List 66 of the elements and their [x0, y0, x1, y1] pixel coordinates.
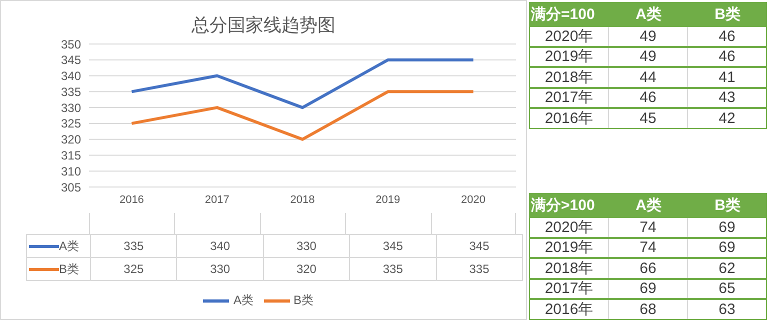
y-tick-label: 320	[60, 132, 82, 147]
y-tick-label: 315	[60, 148, 82, 162]
data-label: 45	[609, 109, 688, 128]
data-label: 41	[718, 68, 736, 86]
data-label: 340	[176, 234, 264, 258]
x-tick-label: B类	[714, 196, 742, 216]
chart-title: 满分=100	[530, 4, 596, 24]
x-tick-label: 2020	[461, 194, 486, 206]
text: A类	[233, 293, 254, 308]
legend-label: A类	[59, 238, 80, 252]
data-label: 74	[609, 218, 688, 236]
data-label: 49	[609, 27, 688, 46]
y-tick-label: 305	[60, 180, 82, 194]
y-tick-label: 2018年	[530, 68, 609, 86]
y-tick-label: 345	[60, 53, 82, 68]
data-label: 69	[718, 218, 736, 236]
data-label: 43	[718, 88, 736, 107]
y-tick-label: 2020年	[530, 218, 609, 236]
text: B类	[294, 293, 314, 308]
data-label: 335	[90, 234, 177, 258]
x-tick-label: 2017	[204, 194, 230, 206]
data-label: 66	[609, 259, 688, 278]
data-label: 335	[350, 258, 436, 280]
data-label: 320	[263, 258, 350, 280]
data-label: 325	[90, 258, 177, 280]
x-tick-label: 2019	[376, 194, 400, 206]
y-tick-label: 2019年	[530, 48, 609, 66]
x-tick-label: 2018	[290, 194, 315, 206]
data-label: 345	[436, 234, 522, 258]
data-label: 46	[718, 48, 736, 66]
y-tick-label: 340	[60, 69, 82, 84]
data-label: 330	[176, 258, 264, 280]
data-label: 69	[718, 238, 736, 257]
legend-label: B类	[59, 262, 80, 276]
y-tick-label: 350	[60, 37, 82, 52]
data-label: 46	[609, 88, 688, 107]
y-tick-label: 2019年	[530, 238, 609, 257]
data-label: 335	[436, 258, 522, 280]
data-label: 330	[263, 234, 350, 258]
data-label: 49	[609, 48, 688, 66]
y-tick-label: 330	[60, 100, 82, 115]
data-label: 44	[609, 68, 688, 86]
y-tick-label: 325	[60, 116, 82, 131]
data-label: 42	[718, 109, 736, 128]
y-tick-label: 2017年	[530, 280, 609, 298]
data-label: 65	[718, 280, 736, 298]
y-tick-label: 2016年	[530, 300, 609, 318]
line-series	[130, 90, 475, 141]
y-tick-label: 2016年	[530, 109, 609, 128]
chart-title: 满分>100	[530, 196, 596, 216]
x-tick-label: 2016	[119, 194, 144, 206]
data-label: 62	[718, 259, 736, 278]
y-tick-label: 2017年	[530, 88, 609, 107]
data-label: 46	[718, 27, 736, 46]
data-label: 68	[609, 300, 688, 318]
line-series	[130, 58, 475, 110]
y-tick-label: 335	[60, 84, 82, 99]
chart-title: 总分国家线趋势图	[190, 14, 336, 37]
y-tick-label: 2020年	[530, 27, 609, 46]
data-label: 345	[350, 234, 436, 258]
data-label: 74	[609, 238, 688, 257]
y-tick-label: 310	[60, 164, 82, 178]
data-label: 69	[609, 280, 688, 298]
y-tick-label: 2018年	[530, 259, 609, 278]
data-label: 63	[718, 300, 736, 318]
x-tick-label: A类	[634, 196, 662, 216]
